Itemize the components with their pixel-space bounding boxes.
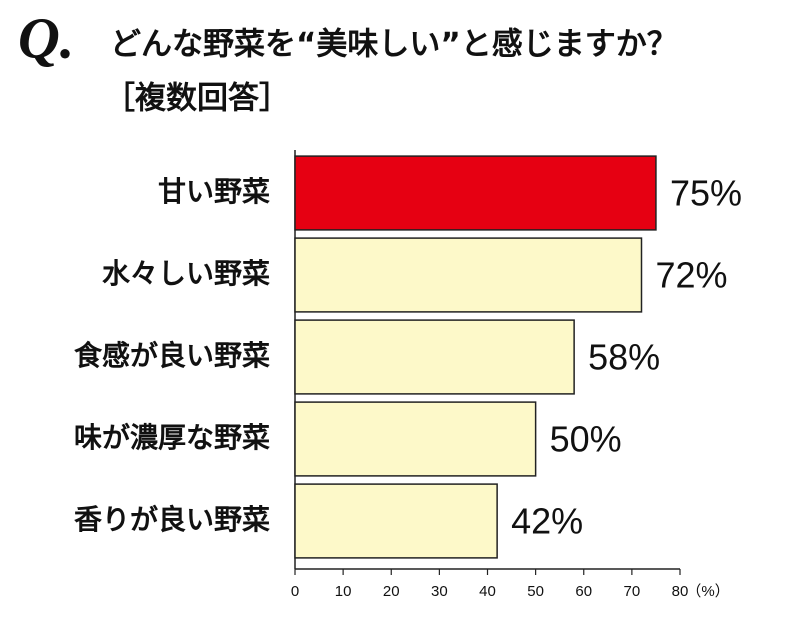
category-label: 水々しい野菜 bbox=[102, 257, 270, 290]
category-label: 香りが良い野菜 bbox=[74, 503, 270, 536]
value-label: 58% bbox=[588, 337, 660, 378]
bar bbox=[294, 319, 575, 395]
x-tick-label: 50 bbox=[527, 583, 544, 600]
x-tick-label: 0 bbox=[291, 583, 299, 600]
x-tick-label: 60 bbox=[575, 583, 592, 600]
chart-subtitle: ［複数回答］ bbox=[104, 81, 290, 117]
category-label: 甘い野菜 bbox=[158, 175, 270, 208]
bar bbox=[294, 155, 657, 231]
chart-title: どんな野菜を“美味しい”と感じますか？ bbox=[110, 27, 678, 63]
x-tick-label: 20 bbox=[383, 583, 400, 600]
value-label: 50% bbox=[550, 419, 622, 460]
bar bbox=[294, 483, 498, 559]
x-tick-label: 10 bbox=[335, 583, 352, 600]
x-unit-label: （%） bbox=[686, 583, 729, 600]
bar bbox=[294, 401, 537, 477]
category-label: 味が濃厚な野菜 bbox=[74, 421, 270, 454]
x-tick-label: 40 bbox=[479, 583, 496, 600]
x-tick-label: 80 bbox=[672, 583, 689, 600]
bar bbox=[294, 237, 643, 313]
x-tick-label: 70 bbox=[624, 583, 641, 600]
value-label: 75% bbox=[670, 173, 742, 214]
question-mark: Q. bbox=[18, 5, 74, 70]
x-tick-label: 30 bbox=[431, 583, 448, 600]
value-label: 72% bbox=[656, 255, 728, 296]
category-label: 食感が良い野菜 bbox=[74, 339, 270, 372]
value-label: 42% bbox=[511, 501, 583, 542]
